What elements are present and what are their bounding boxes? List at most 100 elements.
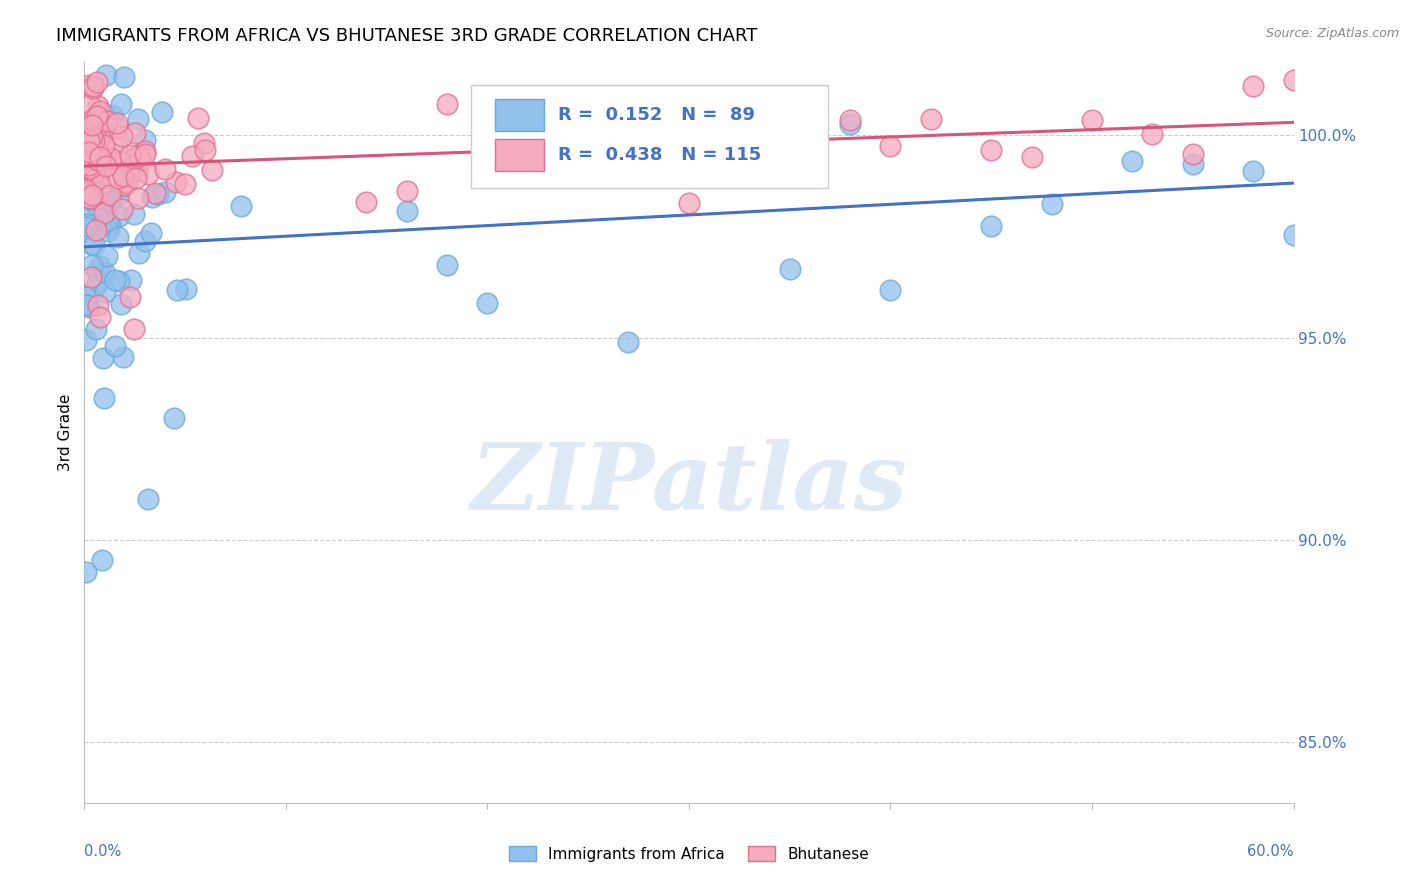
Text: ZIPatlas: ZIPatlas xyxy=(471,440,907,530)
Point xyxy=(82,112,104,126)
Point xyxy=(1282,73,1305,87)
Point xyxy=(111,350,134,364)
Point xyxy=(112,70,135,84)
Y-axis label: 3rd Grade: 3rd Grade xyxy=(58,394,73,471)
Point xyxy=(105,116,128,130)
Point xyxy=(75,333,97,347)
Point xyxy=(114,174,136,188)
Point xyxy=(82,171,104,186)
Point xyxy=(148,187,170,202)
Point xyxy=(516,120,538,134)
Point xyxy=(134,133,156,147)
Point xyxy=(436,97,458,112)
Point xyxy=(79,167,101,181)
Point xyxy=(93,205,115,219)
Point xyxy=(79,191,101,205)
Point xyxy=(122,322,145,336)
Point xyxy=(86,192,108,206)
Point xyxy=(75,174,97,188)
Point xyxy=(125,170,148,185)
Text: 60.0%: 60.0% xyxy=(1247,844,1294,858)
Point xyxy=(84,171,107,186)
Bar xyxy=(495,99,544,130)
Point xyxy=(79,237,101,252)
Point xyxy=(86,145,108,159)
Point xyxy=(89,104,111,119)
Point xyxy=(194,143,217,157)
Point xyxy=(87,98,110,112)
Point xyxy=(134,234,156,248)
Point xyxy=(516,149,538,163)
Point xyxy=(738,128,761,142)
Point xyxy=(150,104,173,119)
Point xyxy=(90,177,112,191)
Point xyxy=(110,97,132,112)
Point xyxy=(91,351,114,365)
Point xyxy=(82,161,104,175)
Point xyxy=(89,185,111,199)
Point xyxy=(86,264,108,278)
Point xyxy=(108,188,131,202)
Point xyxy=(104,273,127,287)
Point xyxy=(75,150,97,164)
Point xyxy=(153,162,176,177)
Point xyxy=(96,147,118,161)
Point xyxy=(91,553,114,567)
Point xyxy=(76,218,98,232)
Point xyxy=(79,192,101,206)
Point xyxy=(598,115,620,129)
Point xyxy=(1241,164,1264,178)
Point xyxy=(87,159,110,173)
Point xyxy=(134,144,156,158)
Point xyxy=(395,203,418,218)
FancyBboxPatch shape xyxy=(471,85,828,188)
Point xyxy=(76,217,98,231)
Point xyxy=(436,258,458,272)
Point xyxy=(97,196,120,211)
Point xyxy=(110,297,132,311)
Point xyxy=(75,298,97,312)
Point xyxy=(107,230,129,244)
Point xyxy=(107,171,129,186)
Point xyxy=(76,128,98,143)
Point xyxy=(980,143,1002,157)
Point xyxy=(718,138,741,153)
Point xyxy=(76,141,98,155)
Point xyxy=(87,134,110,148)
Point xyxy=(136,167,159,181)
Point xyxy=(84,128,107,142)
Point xyxy=(111,128,134,143)
Point xyxy=(79,190,101,204)
Point xyxy=(98,190,121,204)
Point xyxy=(80,176,103,190)
Point xyxy=(779,166,801,180)
Point xyxy=(131,153,153,167)
Point xyxy=(77,153,100,168)
Point xyxy=(136,492,159,507)
Point xyxy=(617,335,640,350)
Point xyxy=(229,199,252,213)
Point xyxy=(920,112,942,126)
Text: 0.0%: 0.0% xyxy=(84,844,121,858)
Point xyxy=(141,189,163,203)
Point xyxy=(93,266,115,280)
Point xyxy=(118,290,141,304)
Point xyxy=(79,172,101,186)
Point xyxy=(96,219,118,233)
Point xyxy=(89,310,111,325)
Point xyxy=(86,199,108,213)
Point xyxy=(181,149,204,163)
Point xyxy=(1081,112,1104,127)
Point xyxy=(83,134,105,148)
Point xyxy=(83,166,105,180)
Point xyxy=(77,116,100,130)
Legend: Immigrants from Africa, Bhutanese: Immigrants from Africa, Bhutanese xyxy=(509,846,869,862)
Point xyxy=(98,194,121,209)
Point xyxy=(79,161,101,175)
Point xyxy=(576,149,599,163)
Point xyxy=(75,220,97,235)
Point xyxy=(127,192,149,206)
Point xyxy=(93,138,115,153)
Point xyxy=(83,238,105,252)
Point xyxy=(82,81,104,95)
